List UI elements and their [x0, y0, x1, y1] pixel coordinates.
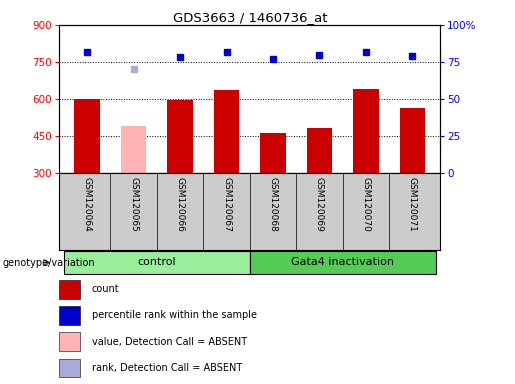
- Bar: [59, 280, 80, 298]
- Bar: [307, 128, 332, 173]
- Text: GSM120069: GSM120069: [315, 177, 324, 232]
- Bar: [260, 133, 286, 173]
- Bar: [400, 108, 425, 173]
- Text: GSM120065: GSM120065: [129, 177, 138, 232]
- Bar: [59, 359, 80, 377]
- Bar: [121, 126, 146, 173]
- Bar: [353, 89, 379, 173]
- FancyBboxPatch shape: [250, 251, 436, 275]
- Text: GSM120068: GSM120068: [268, 177, 278, 232]
- Text: control: control: [138, 257, 176, 267]
- Title: GDS3663 / 1460736_at: GDS3663 / 1460736_at: [173, 11, 327, 24]
- Bar: [167, 100, 193, 173]
- FancyBboxPatch shape: [64, 251, 250, 275]
- Text: Gata4 inactivation: Gata4 inactivation: [291, 257, 394, 267]
- Text: percentile rank within the sample: percentile rank within the sample: [92, 311, 256, 321]
- Bar: [74, 99, 100, 173]
- Text: GSM120071: GSM120071: [408, 177, 417, 232]
- Text: GSM120064: GSM120064: [82, 177, 92, 232]
- Bar: [59, 333, 80, 351]
- Text: GSM120067: GSM120067: [222, 177, 231, 232]
- Text: count: count: [92, 285, 119, 295]
- Text: value, Detection Call = ABSENT: value, Detection Call = ABSENT: [92, 337, 247, 347]
- Bar: [59, 306, 80, 324]
- Text: GSM120070: GSM120070: [362, 177, 370, 232]
- Text: genotype/variation: genotype/variation: [3, 258, 95, 268]
- Text: rank, Detection Call = ABSENT: rank, Detection Call = ABSENT: [92, 363, 242, 373]
- Text: GSM120066: GSM120066: [176, 177, 184, 232]
- Bar: [214, 90, 239, 173]
